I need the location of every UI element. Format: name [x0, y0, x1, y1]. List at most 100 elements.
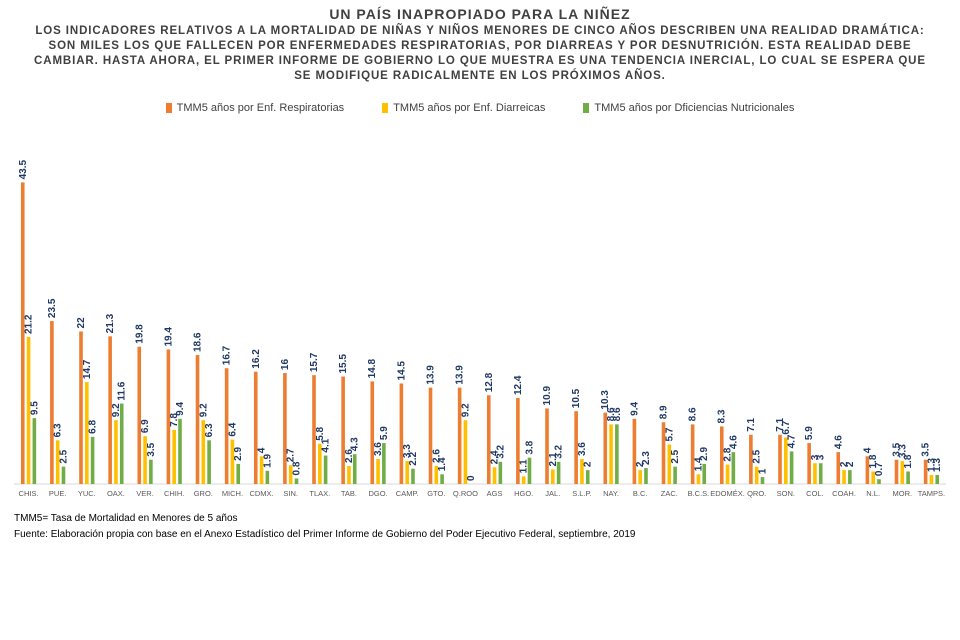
data-label: 4 — [257, 447, 268, 453]
data-label: 2.4 — [490, 450, 501, 464]
bar-respiratorias — [661, 422, 666, 484]
bar-nutricionales — [585, 470, 590, 484]
bar-nutricionales — [906, 471, 910, 484]
data-label: 2.7 — [286, 448, 297, 462]
bar-respiratorias — [894, 459, 899, 484]
data-label: 8.3 — [717, 409, 728, 423]
bar-respiratorias — [137, 346, 142, 484]
data-label: 7.1 — [746, 417, 757, 431]
bar-respiratorias — [253, 371, 258, 484]
bar-respiratorias — [195, 355, 200, 484]
bar-diarreicas — [609, 424, 613, 484]
data-label: 9.2 — [198, 403, 209, 417]
data-label: 2.1 — [548, 452, 559, 466]
bar-nutricionales — [119, 403, 124, 484]
data-label: 10.9 — [542, 386, 553, 406]
bar-respiratorias — [923, 459, 928, 484]
x-tick-label: YUC. — [78, 489, 96, 498]
bar-diarreicas — [521, 476, 526, 484]
bar-respiratorias — [603, 412, 608, 484]
data-label: 13.9 — [455, 365, 466, 385]
bar-diarreicas — [405, 461, 409, 484]
bar-nutricionales — [352, 454, 357, 484]
x-tick-label: HGO. — [514, 489, 533, 498]
data-label: 21.3 — [105, 313, 116, 333]
data-label: 4 — [862, 447, 873, 453]
bar-diarreicas — [85, 382, 89, 484]
legend-swatch-nutricionales — [583, 103, 590, 113]
bar-nutricionales — [294, 478, 299, 484]
data-label: 16.7 — [222, 345, 233, 365]
bar-diarreicas — [667, 444, 672, 484]
data-label: 5.9 — [804, 426, 815, 440]
legend-swatch-diarreicas — [382, 103, 389, 113]
bar-respiratorias — [20, 182, 25, 484]
data-label: 3.6 — [577, 442, 588, 456]
bar-diarreicas — [26, 337, 31, 484]
bar-nutricionales — [527, 457, 532, 484]
bar-diarreicas — [813, 463, 817, 484]
data-label: 2 — [583, 461, 594, 467]
x-tick-label: TAMPS. — [918, 489, 945, 498]
data-label: 18.6 — [193, 332, 204, 352]
data-label: 1.8 — [903, 454, 914, 468]
bar-diarreicas — [842, 470, 846, 484]
legend-label-respiratorias: TMM5 años por Enf. Respiratorias — [176, 102, 345, 114]
bar-respiratorias — [690, 424, 695, 484]
data-label: 15.7 — [309, 352, 320, 372]
data-label: 3.8 — [524, 440, 535, 454]
bar-nutricionales — [877, 479, 881, 484]
data-label: 6.7 — [781, 420, 792, 434]
data-label: 3.6 — [373, 442, 384, 456]
data-label: 5.7 — [664, 427, 675, 441]
x-tick-label: MICH. — [222, 489, 243, 498]
bar-diarreicas — [259, 456, 264, 484]
x-tick-label: JAL. — [545, 489, 560, 498]
bar-nutricionales — [90, 436, 95, 484]
x-tick-label: DGO. — [368, 489, 387, 498]
legend-item-diarreicas: TMM5 años por Enf. Diarreicas — [382, 100, 545, 116]
x-tick-label: GTO. — [427, 489, 445, 498]
bar-nutricionales — [498, 461, 503, 484]
bar-respiratorias — [341, 376, 345, 484]
source-note: Fuente: Elaboración propia con base en e… — [14, 529, 636, 540]
bar-diarreicas — [347, 465, 351, 484]
legend-item-respiratorias: TMM5 años por Enf. Respiratorias — [165, 100, 345, 116]
x-tick-label: Q.ROO — [453, 489, 478, 498]
data-label: 21.2 — [24, 314, 35, 334]
data-label: 3.2 — [554, 444, 565, 458]
bar-nutricionales — [265, 470, 270, 484]
legend-label-nutricionales: TMM5 años por Dficiencias Nutricionales — [594, 102, 795, 114]
data-label: 4.7 — [787, 434, 798, 448]
x-tick-label: COAH. — [832, 489, 856, 498]
data-label: 3.5 — [921, 442, 932, 456]
data-label: 7.1 — [775, 417, 786, 431]
x-tick-label: CDMX. — [249, 489, 273, 498]
data-label: 3.3 — [402, 444, 413, 458]
x-tick-label: CHIH. — [164, 489, 184, 498]
x-tick-label: NAY. — [603, 489, 619, 498]
bar-nutricionales — [178, 418, 182, 484]
bar-nutricionales — [236, 463, 241, 484]
x-tick-label: VER. — [136, 489, 154, 498]
bar-respiratorias — [108, 336, 112, 484]
chart-subtitle: LOS INDICADORES RELATIVOS A LA MORTALIDA… — [34, 25, 926, 82]
data-label: 14.7 — [82, 359, 93, 379]
bar-diarreicas — [318, 443, 322, 484]
data-label: 15.5 — [338, 354, 349, 374]
bar-diarreicas — [201, 420, 206, 484]
bar-diarreicas — [376, 459, 380, 484]
data-label: 3.3 — [897, 444, 908, 458]
data-label: 1 — [757, 468, 768, 474]
data-label: 3.2 — [495, 444, 506, 458]
bar-respiratorias — [79, 331, 83, 484]
data-label: 19.4 — [163, 327, 174, 347]
data-label: 13.9 — [426, 365, 437, 385]
data-label: 1.4 — [437, 457, 448, 471]
data-label: 4.6 — [728, 435, 739, 449]
bar-respiratorias — [370, 381, 375, 484]
data-label: 0.8 — [291, 461, 302, 475]
bar-nutricionales — [673, 466, 677, 484]
bar-respiratorias — [283, 373, 287, 484]
data-label: 2.9 — [233, 447, 244, 461]
